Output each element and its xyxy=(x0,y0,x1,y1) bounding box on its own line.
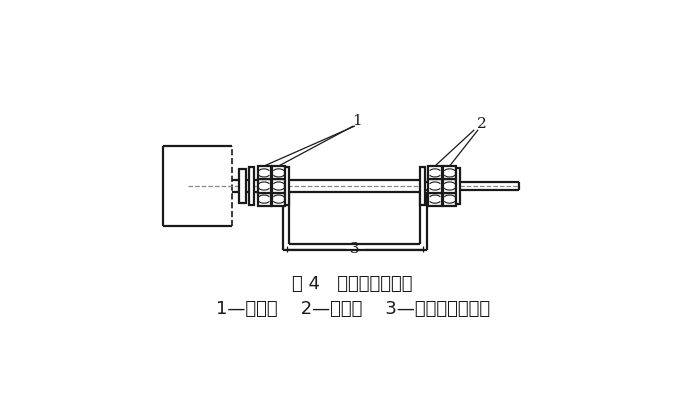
Bar xyxy=(285,167,290,205)
Bar xyxy=(455,169,460,204)
Bar xyxy=(250,167,254,205)
Bar xyxy=(272,180,286,193)
Bar xyxy=(272,166,286,180)
Text: 1—铜垫片    2—铜螺母    3—外接排接入位置: 1—铜垫片 2—铜螺母 3—外接排接入位置 xyxy=(215,300,490,318)
Text: 1: 1 xyxy=(352,113,362,128)
Bar xyxy=(272,193,286,206)
Bar xyxy=(443,193,456,206)
Bar xyxy=(239,169,246,203)
Text: 3: 3 xyxy=(350,242,360,256)
Bar xyxy=(257,166,270,180)
Bar xyxy=(443,180,456,193)
Text: 图 4   接线方式结构图: 图 4 接线方式结构图 xyxy=(292,275,413,293)
Bar xyxy=(257,180,270,193)
Bar xyxy=(257,193,270,206)
Bar xyxy=(420,167,425,205)
Bar xyxy=(429,180,442,193)
Bar xyxy=(429,193,442,206)
Bar xyxy=(443,166,456,180)
Bar xyxy=(429,166,442,180)
Text: 2: 2 xyxy=(477,118,487,131)
